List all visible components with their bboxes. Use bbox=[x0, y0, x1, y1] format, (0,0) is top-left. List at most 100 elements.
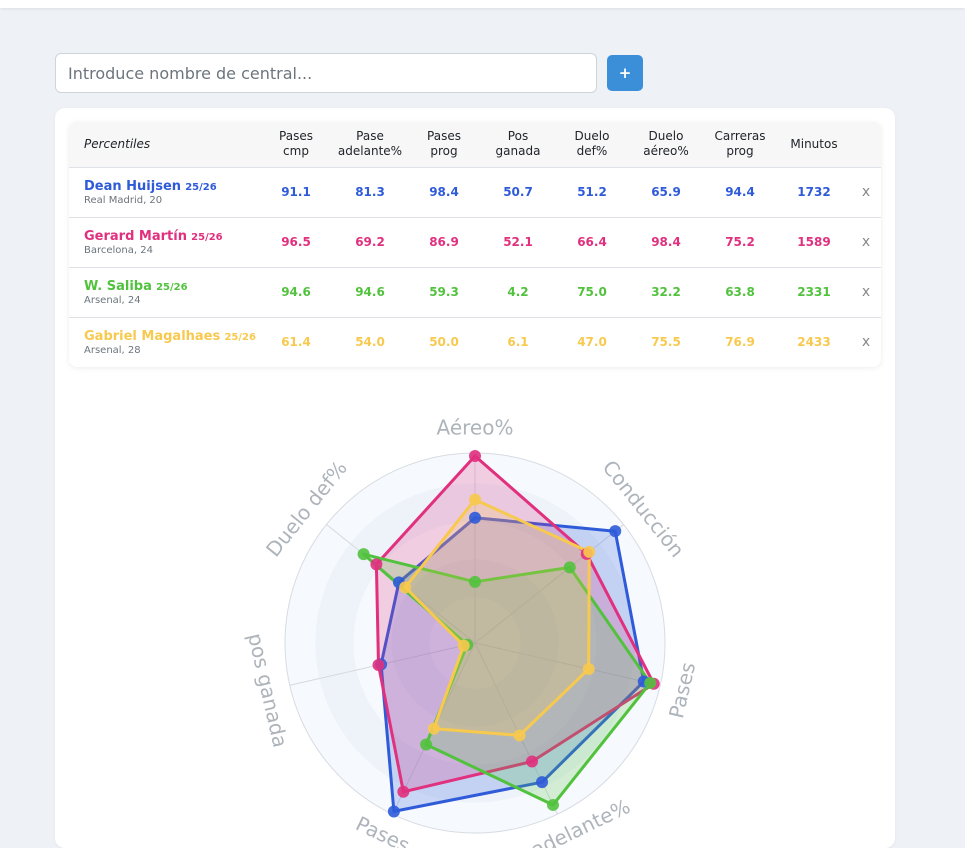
header-line1: Duelo bbox=[574, 129, 610, 144]
remove-player-button[interactable]: x bbox=[861, 184, 871, 200]
header-col-1: Pases cmp bbox=[259, 122, 333, 168]
header-line1: Pases bbox=[427, 129, 461, 144]
header-line2: aéreo% bbox=[643, 144, 689, 159]
stat-cell: 69.2 bbox=[333, 216, 407, 267]
stat-cell: 47.0 bbox=[555, 316, 629, 367]
stat-cell: 50.7 bbox=[503, 185, 533, 199]
player-season: 25/26 bbox=[224, 331, 256, 343]
search-input[interactable] bbox=[55, 53, 597, 93]
header-line1: Percentiles bbox=[84, 136, 151, 151]
radar-point[interactable] bbox=[583, 545, 596, 558]
stat-cell: 61.4 bbox=[259, 316, 333, 367]
radar-point[interactable] bbox=[427, 722, 440, 735]
stat-cell: 52.1 bbox=[481, 216, 555, 267]
header-col-2: Pase adelante% bbox=[333, 122, 407, 168]
header-line2: def% bbox=[576, 144, 608, 159]
radar-point[interactable] bbox=[536, 776, 549, 789]
stat-cell: 81.3 bbox=[355, 185, 385, 199]
header-line1: Carreras bbox=[714, 129, 766, 144]
radar-point[interactable] bbox=[513, 729, 526, 742]
stat-cell: 2331 bbox=[777, 266, 851, 317]
remove-player-button[interactable]: x bbox=[861, 234, 871, 250]
stat-cell: 54.0 bbox=[333, 316, 407, 367]
player-name[interactable]: Gerard Martín bbox=[84, 228, 187, 244]
radar-axis-line bbox=[474, 524, 624, 644]
stat-cell: 65.9 bbox=[651, 185, 681, 199]
header-line2: cmp bbox=[283, 144, 309, 159]
stat-cell: 98.4 bbox=[629, 216, 703, 267]
radar-point[interactable] bbox=[546, 798, 559, 811]
header-remove bbox=[851, 122, 881, 168]
radar-point[interactable] bbox=[469, 493, 481, 506]
radar-point[interactable] bbox=[357, 548, 370, 561]
stat-cell: 4.2 bbox=[481, 266, 555, 317]
radar-point[interactable] bbox=[420, 738, 433, 751]
header-col-8: Minutos bbox=[777, 122, 851, 168]
table-header-row: Percentiles Pases cmp Pase adelante% Pases pro… bbox=[69, 122, 881, 168]
radar-point[interactable] bbox=[469, 575, 481, 588]
radar-point[interactable] bbox=[457, 639, 470, 652]
header-line1: Pases bbox=[279, 129, 313, 144]
radar-point[interactable] bbox=[469, 450, 481, 463]
remove-player-button[interactable]: x bbox=[861, 334, 871, 351]
radar-point[interactable] bbox=[563, 561, 576, 574]
header-line1: Minutos bbox=[790, 136, 838, 151]
stat-cell: 75.0 bbox=[555, 266, 629, 317]
stat-cell: 1732 bbox=[797, 185, 831, 199]
stat-cell: 76.9 bbox=[703, 316, 777, 367]
remove-player-button[interactable]: x bbox=[861, 284, 871, 300]
player-info: Barcelona, 24 bbox=[84, 244, 153, 256]
radar-axis-line bbox=[474, 642, 661, 686]
radar-series-area bbox=[362, 552, 652, 807]
player-info: Real Madrid, 20 bbox=[84, 194, 163, 206]
stat-cell: 59.3 bbox=[407, 266, 481, 317]
radar-series-area bbox=[379, 516, 646, 813]
header-col-7: Carreras prog bbox=[703, 122, 777, 168]
header-line2: adelante% bbox=[337, 144, 403, 159]
stat-cell: 6.1 bbox=[481, 316, 555, 367]
radar-point[interactable] bbox=[372, 659, 385, 672]
radar-point[interactable] bbox=[526, 755, 539, 768]
add-player-button[interactable]: + bbox=[607, 55, 643, 91]
table-row: Gerard Martín 25/26 Barcelona, 24 96.5 69.2… bbox=[69, 216, 881, 267]
radar-point[interactable] bbox=[399, 581, 412, 594]
stat-cell: 66.4 bbox=[555, 216, 629, 267]
stat-cell: 51.2 bbox=[577, 185, 607, 199]
comparison-card: Percentiles Pases cmp Pase adelante% Pases pro… bbox=[55, 108, 895, 848]
radar-point[interactable] bbox=[469, 511, 481, 524]
player-cell: Gerard Martín 25/26 Barcelona, 24 bbox=[69, 216, 259, 267]
player-name[interactable]: Gabriel Magalhaes bbox=[84, 328, 221, 344]
radar-point[interactable] bbox=[644, 676, 657, 689]
stat-cell: 75.5 bbox=[629, 316, 703, 367]
player-cell: Gabriel Magalhaes 25/26 Arsenal, 28 bbox=[69, 316, 259, 367]
radar-point[interactable] bbox=[582, 662, 595, 675]
player-cell: Dean Huijsen 25/26 Real Madrid, 20 bbox=[69, 167, 259, 217]
header-col-6: Duelo aéreo% bbox=[629, 122, 703, 168]
radar-point[interactable] bbox=[370, 558, 383, 571]
radar-axis-label: Pases bbox=[664, 660, 700, 720]
stat-cell: 32.2 bbox=[629, 266, 703, 317]
stat-cell: 1589 bbox=[777, 216, 851, 267]
radar-point[interactable] bbox=[387, 805, 400, 818]
table-row: W. Saliba 25/26 Arsenal, 24 94.6 94.6 59.3 4.… bbox=[69, 266, 881, 317]
radar-point[interactable] bbox=[609, 525, 622, 538]
header-line1: Pase bbox=[356, 129, 384, 144]
player-season: 25/26 bbox=[156, 281, 188, 293]
player-info: Arsenal, 28 bbox=[84, 344, 141, 356]
radar-axis-label: Aéreo% bbox=[437, 416, 514, 440]
stat-cell: 75.2 bbox=[703, 216, 777, 267]
header-line2: ganada bbox=[495, 144, 541, 159]
header-col-4: Pos ganada bbox=[481, 122, 555, 168]
stat-cell: 86.9 bbox=[407, 216, 481, 267]
stat-cell: 2433 bbox=[777, 316, 851, 367]
header-line1: Duelo bbox=[648, 129, 684, 144]
player-name[interactable]: Dean Huijsen bbox=[84, 178, 182, 194]
player-name[interactable]: W. Saliba bbox=[84, 278, 152, 294]
header-col-5: Duelo def% bbox=[555, 122, 629, 168]
table-row: Dean Huijsen 25/26 Real Madrid, 20 91.1 81.… bbox=[69, 167, 881, 217]
radar-point[interactable] bbox=[397, 785, 410, 798]
table-row: Gabriel Magalhaes 25/26 Arsenal, 28 61.4 54… bbox=[69, 316, 881, 367]
header-col-3: Pases prog bbox=[407, 122, 481, 168]
radar-series-area bbox=[403, 498, 591, 737]
header-percentiles: Percentiles bbox=[69, 122, 259, 168]
